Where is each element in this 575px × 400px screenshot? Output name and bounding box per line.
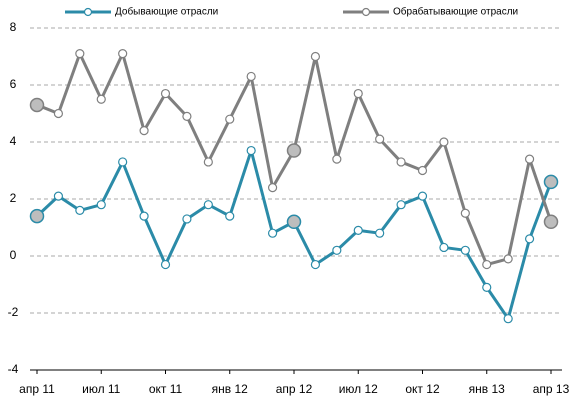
data-point (29, 208, 45, 224)
data-point (524, 234, 535, 244)
data-point (203, 200, 213, 210)
data-point (118, 49, 128, 59)
y-tick-label: 8 (10, 20, 17, 34)
data-point (417, 165, 428, 176)
data-point (460, 245, 470, 255)
data-point (203, 157, 213, 167)
y-tick-label: -4 (8, 362, 19, 376)
data-point (503, 314, 513, 324)
x-tick-label: окт 12 (405, 382, 440, 396)
data-point (160, 88, 171, 99)
y-tick-label: 0 (10, 248, 17, 262)
legend-label: Обрабатывающие отрасли (393, 6, 518, 18)
x-tick-label: янв 12 (212, 382, 249, 396)
data-point (417, 191, 428, 201)
x-tick-label: апр 12 (276, 382, 313, 396)
data-point (332, 154, 342, 164)
data-point (460, 208, 470, 218)
data-point (139, 211, 149, 221)
data-point (29, 97, 45, 113)
data-point (310, 259, 321, 270)
data-point (160, 259, 171, 270)
data-point (246, 145, 256, 156)
data-point (375, 134, 385, 144)
data-point (225, 211, 235, 221)
data-point (225, 114, 235, 124)
data-point (96, 200, 106, 210)
y-tick-label: 2 (10, 191, 17, 205)
legend-marker (83, 7, 93, 17)
data-point (267, 183, 278, 193)
x-tick-label: апр 11 (19, 382, 55, 396)
data-point (182, 214, 192, 224)
y-tick-label: 6 (10, 77, 17, 91)
data-point (286, 214, 302, 230)
data-point (353, 88, 363, 99)
y-tick-label: -2 (8, 305, 19, 319)
data-point (310, 51, 321, 62)
data-point (543, 214, 559, 230)
data-point (503, 254, 513, 264)
data-point (396, 157, 406, 167)
data-point (332, 245, 342, 255)
data-point (267, 228, 278, 238)
x-tick-label: апр 13 (533, 382, 570, 396)
data-point (53, 191, 64, 201)
x-tick-label: июл 12 (339, 382, 378, 396)
y-tick-label: 4 (10, 134, 17, 148)
data-point (182, 111, 192, 121)
legend-label: Добывающие отрасли (115, 6, 218, 18)
data-point (396, 200, 406, 210)
data-point (375, 228, 385, 238)
data-point (246, 71, 256, 82)
x-tick-label: окт 11 (149, 382, 183, 396)
data-point (75, 49, 85, 59)
data-point (118, 157, 128, 167)
data-point (439, 242, 449, 253)
data-point (524, 154, 535, 164)
data-point (482, 282, 492, 292)
data-point (96, 94, 106, 104)
data-point (482, 259, 492, 270)
data-point (439, 137, 449, 147)
data-point (286, 143, 302, 158)
legend-marker (361, 7, 371, 17)
data-point (53, 108, 64, 119)
data-point (353, 225, 363, 235)
x-tick-label: июл 11 (82, 382, 121, 396)
x-tick-label: янв 13 (469, 382, 506, 396)
data-point (75, 205, 85, 215)
data-point (139, 126, 149, 136)
data-point (543, 174, 559, 190)
